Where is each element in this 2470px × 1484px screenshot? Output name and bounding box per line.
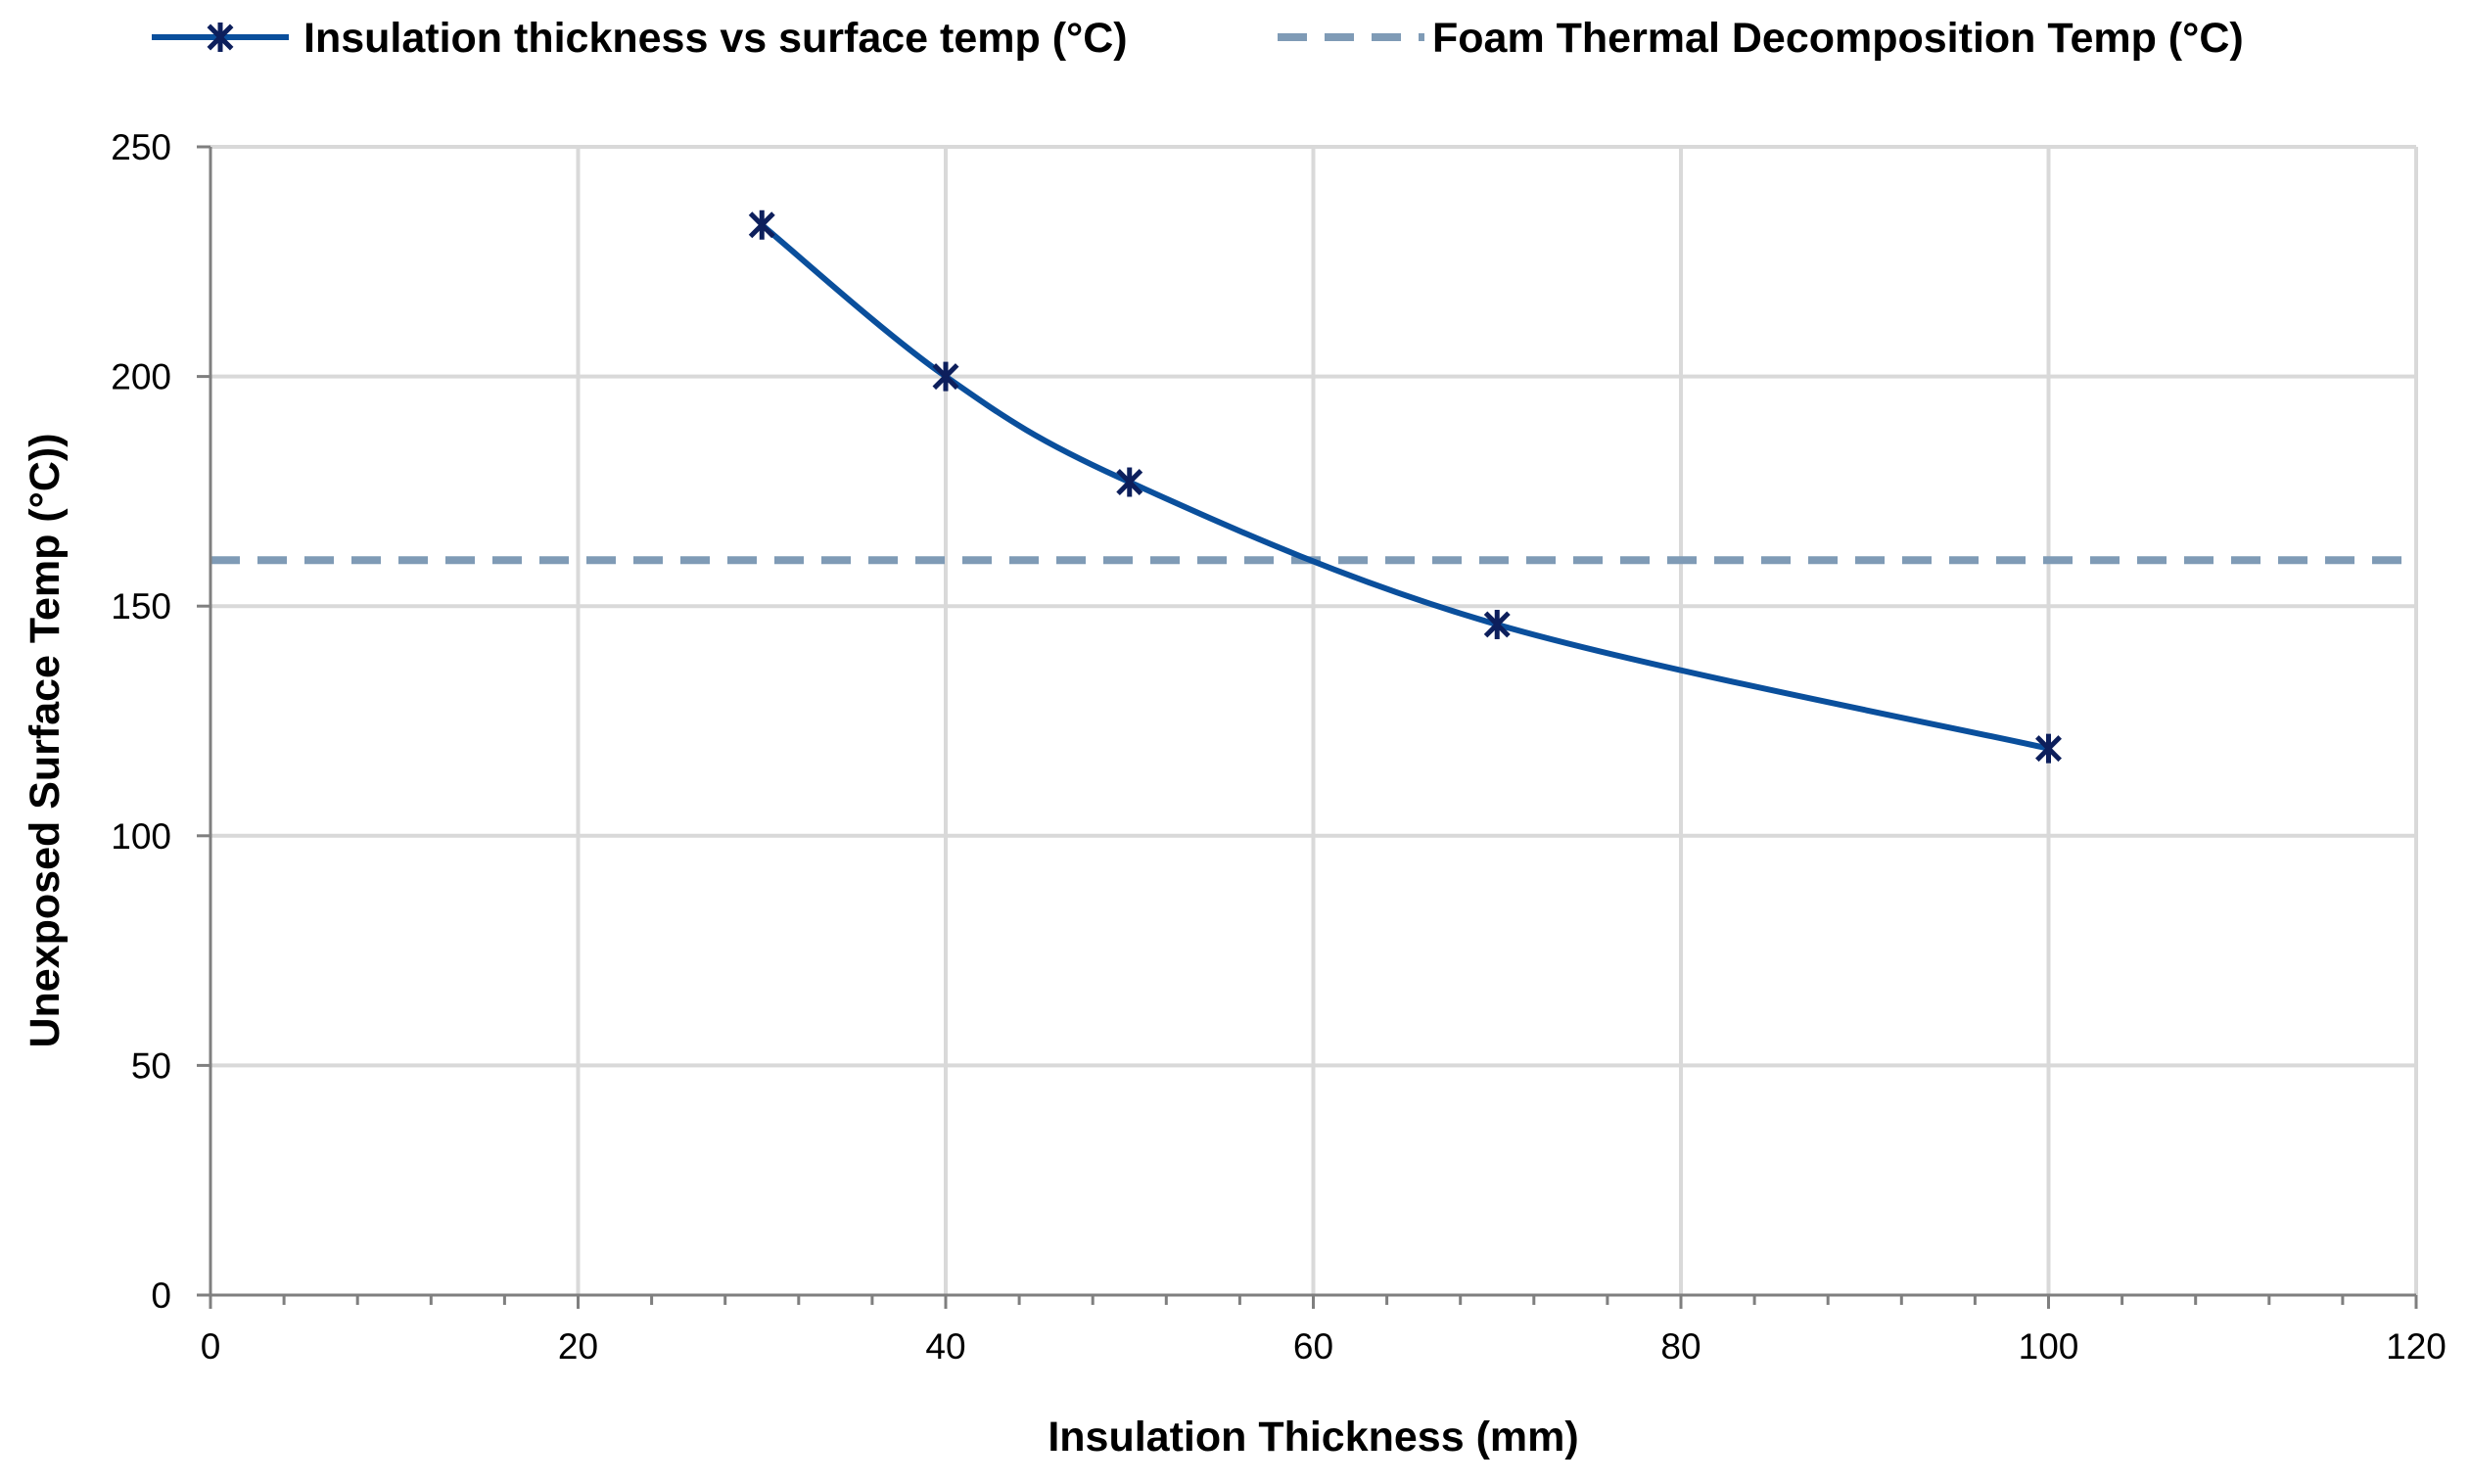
y-axis-title: Unexposed Surface Temp (°C)) — [22, 433, 69, 1047]
x-tick-label: 20 — [558, 1326, 598, 1367]
series-group — [760, 222, 2050, 752]
series-line — [760, 222, 2050, 752]
data-point-marker — [748, 209, 775, 240]
x-tick-label: 40 — [925, 1326, 965, 1367]
legend: Insulation thickness vs surface temp (°C… — [152, 15, 2244, 62]
legend-swatch-marker — [207, 23, 234, 52]
y-tick-labels: 0 50 100 150 200 250 — [111, 127, 171, 1316]
axes — [197, 145, 2418, 1309]
x-tick-label: 0 — [201, 1326, 221, 1367]
y-tick-label: 100 — [111, 816, 171, 857]
legend-item-series: Insulation thickness vs surface temp (°C… — [152, 15, 1128, 62]
y-tick-label: 50 — [131, 1045, 171, 1086]
y-tick-label: 250 — [111, 127, 171, 167]
legend-item-reference: Foam Thermal Decomposition Temp (°C) — [1278, 15, 2244, 62]
legend-label-series: Insulation thickness vs surface temp (°C… — [303, 15, 1128, 62]
data-point-marker — [2035, 733, 2062, 764]
gridlines — [210, 145, 2418, 1295]
x-tick-label: 80 — [1660, 1326, 1701, 1367]
data-point-marker — [1116, 467, 1143, 497]
x-axis-title: Insulation Thickness (mm) — [1048, 1414, 1578, 1461]
x-tick-label: 100 — [2019, 1326, 2079, 1367]
y-tick-label: 0 — [151, 1275, 171, 1316]
x-tick-label: 60 — [1293, 1326, 1333, 1367]
markers-group — [748, 209, 2062, 764]
x-tick-label: 120 — [2386, 1326, 2447, 1367]
y-tick-label: 200 — [111, 357, 171, 397]
y-tick-label: 150 — [111, 586, 171, 626]
data-point-marker — [932, 361, 959, 392]
legend-label-reference: Foam Thermal Decomposition Temp (°C) — [1432, 15, 2244, 62]
x-tick-labels: 0 20 40 60 80 100 120 — [201, 1326, 2447, 1367]
data-point-marker — [1483, 609, 1511, 639]
